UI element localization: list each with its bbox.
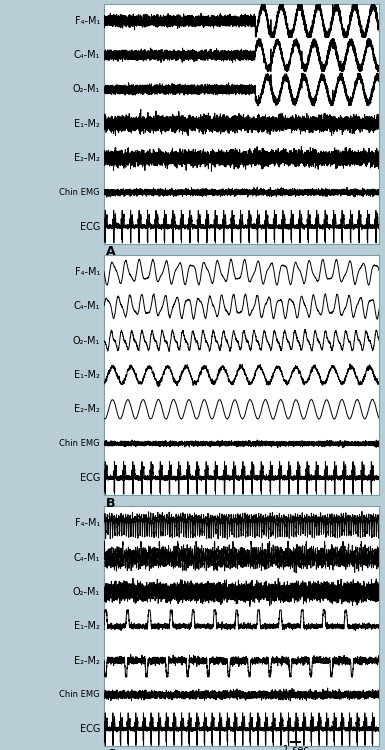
Text: 1 sec: 1 sec [283,745,309,750]
Text: Chin EMG: Chin EMG [59,690,100,699]
Text: A: A [106,245,116,258]
Text: F₄-M₁: F₄-M₁ [75,267,100,278]
Text: O₂-M₁: O₂-M₁ [73,336,100,346]
Text: C₄-M₁: C₄-M₁ [74,302,100,311]
Text: ECG: ECG [80,472,100,483]
Text: C₄-M₁: C₄-M₁ [74,553,100,562]
Text: E₂-M₂: E₂-M₂ [74,153,100,163]
Text: B: B [106,496,116,509]
Text: C₄-M₁: C₄-M₁ [74,50,100,60]
Text: E₁-M₂: E₁-M₂ [74,370,100,380]
Text: O₂-M₁: O₂-M₁ [73,587,100,597]
Text: F₄-M₁: F₄-M₁ [75,518,100,529]
Text: E₁-M₂: E₁-M₂ [74,621,100,632]
Text: Chin EMG: Chin EMG [59,439,100,448]
Text: ECG: ECG [80,724,100,734]
Text: O₂-M₁: O₂-M₁ [73,85,100,94]
Text: C: C [106,748,115,750]
Text: E₂-M₂: E₂-M₂ [74,404,100,414]
Text: E₁-M₂: E₁-M₂ [74,118,100,129]
Text: E₂-M₂: E₂-M₂ [74,656,100,665]
Text: Chin EMG: Chin EMG [59,188,100,196]
Text: ECG: ECG [80,221,100,232]
Text: F₄-M₁: F₄-M₁ [75,16,100,26]
